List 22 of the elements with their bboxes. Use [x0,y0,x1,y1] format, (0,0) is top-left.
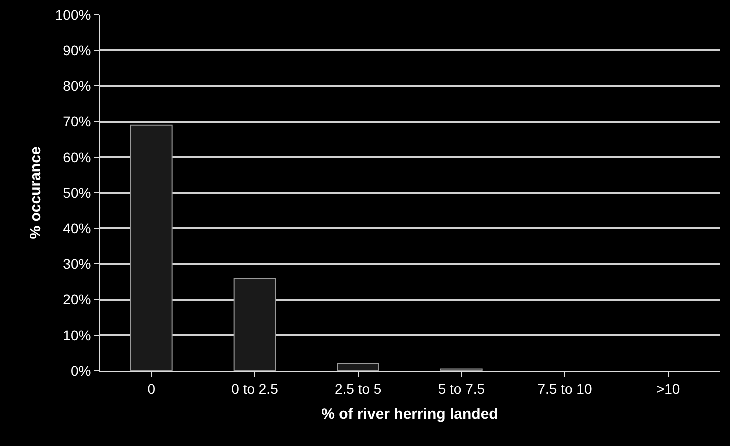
y-tick-label: 80% [63,78,92,94]
y-tick-label: 10% [63,327,92,344]
y-tick-label: 50% [63,184,92,201]
x-axis-title: % of river herring landed [322,406,498,423]
x-tick-label: 0 to 2.5 [232,380,279,397]
y-tick-label: 30% [63,256,92,272]
y-tick-label: 0% [70,362,92,379]
x-tick-label: 2.5 to 5 [334,380,382,397]
y-tick-label: 100% [55,6,92,23]
x-tick-label: >10 [656,380,680,397]
y-axis-title: % occurance [28,146,45,240]
y-tick-label: 20% [63,292,92,308]
x-tick-label: 7.5 to 10 [538,380,592,397]
bar [130,124,173,371]
y-tick-label: 60% [63,149,92,166]
y-tick-label: 90% [63,42,92,58]
bar [337,363,380,371]
y-tick-label: 70% [63,114,92,130]
x-tick-label: 5 to 7.5 [438,380,486,397]
x-tick-label: 0 [148,380,156,397]
bar [234,278,276,371]
y-tick-label: 40% [63,220,92,236]
